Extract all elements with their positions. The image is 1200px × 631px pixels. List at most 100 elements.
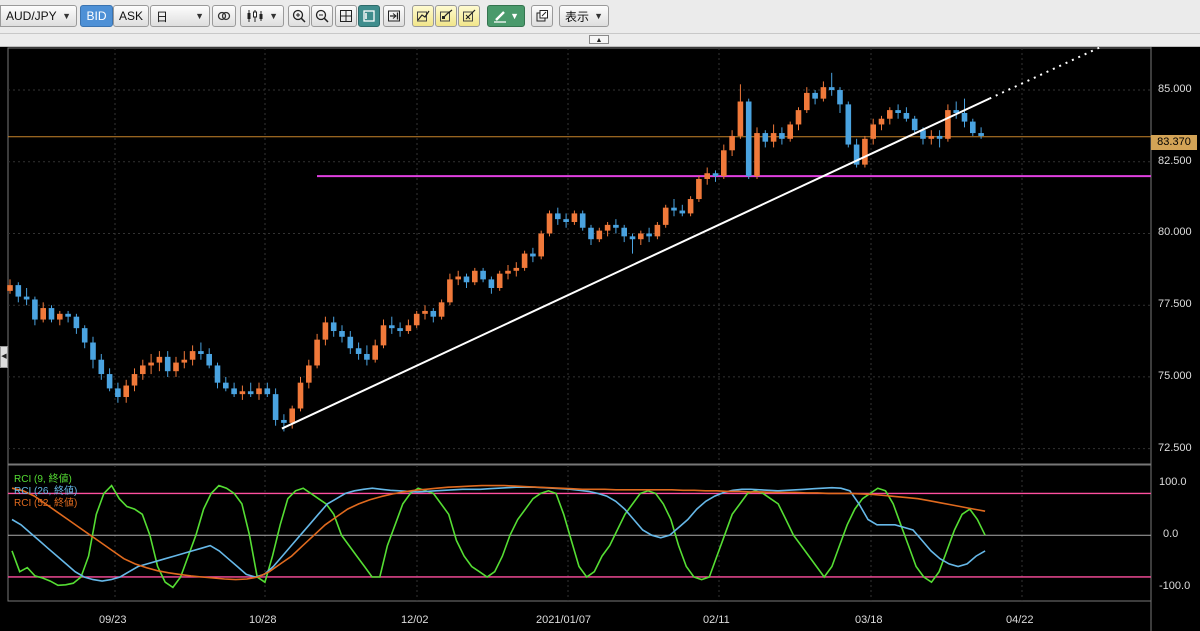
date-tick-label: 09/23 [99, 614, 127, 626]
candle-body [40, 308, 46, 320]
candle-body [721, 150, 727, 177]
candle [770, 124, 777, 148]
candle-body [911, 118, 918, 131]
trendline-solid [281, 97, 990, 430]
candle [164, 351, 171, 377]
ask-button[interactable]: ASK [113, 5, 149, 27]
date-tick-label: 02/11 [703, 614, 730, 626]
period-select[interactable]: 日 ▼ [150, 5, 210, 27]
candle [223, 376, 229, 392]
candle [530, 247, 536, 263]
candle [696, 176, 702, 202]
candle-body [98, 359, 105, 375]
candle [455, 270, 461, 286]
candle [629, 233, 636, 254]
chevron-down-icon: ▼ [269, 11, 278, 21]
candle [48, 305, 55, 323]
scroll-latest-button[interactable] [383, 5, 405, 27]
candle [281, 414, 287, 432]
candle [347, 331, 354, 354]
candle-body [65, 313, 71, 317]
candle-body [405, 325, 412, 332]
compare-button[interactable] [212, 5, 236, 27]
candle [256, 382, 262, 400]
candle-body [505, 270, 511, 274]
candle-body [903, 112, 910, 119]
candle [513, 262, 520, 277]
candle [140, 359, 146, 380]
candle-body [380, 325, 387, 346]
candle [911, 115, 918, 134]
candle-body [779, 133, 785, 139]
candle-body [115, 388, 121, 398]
price-tick-label: 82.500 [1158, 154, 1192, 167]
window-layout-button[interactable] [531, 5, 553, 27]
candle [579, 210, 586, 231]
candle-body [654, 224, 661, 237]
candle-body [804, 92, 810, 111]
candle [845, 101, 852, 148]
candle [480, 267, 486, 283]
bid-button[interactable]: BID [80, 5, 113, 27]
candle [538, 230, 544, 260]
candle-body [862, 138, 868, 165]
zoom-in-button[interactable] [288, 5, 310, 27]
candle-body [164, 356, 171, 372]
candle-body [629, 236, 636, 240]
candle [438, 299, 445, 320]
date-tick-label: 12/02 [401, 614, 429, 626]
draw-shape-button[interactable] [435, 5, 457, 27]
candle-body [563, 219, 569, 223]
rci-tick-label: 0.0 [1163, 528, 1179, 541]
candle-body [214, 365, 221, 383]
rci-series-line [11, 484, 986, 589]
candle-body [671, 207, 677, 211]
candle-body [463, 276, 470, 283]
display-menu-label: 表示 [565, 9, 590, 24]
candle-body [438, 302, 445, 317]
chart-type-select[interactable]: ▼ [240, 5, 284, 27]
candle [23, 287, 30, 306]
candle-body [496, 273, 503, 288]
candle-body [156, 356, 163, 363]
candle-body [131, 374, 138, 386]
candle-body [256, 388, 262, 395]
candle [679, 204, 686, 217]
candle-body [422, 310, 428, 314]
candle [413, 310, 420, 329]
candle [571, 210, 578, 225]
candle-body [430, 310, 437, 317]
window-icon [536, 10, 548, 22]
side-panel-handle[interactable]: ◀ [0, 346, 8, 368]
candle-body [729, 135, 735, 151]
current-price-badge: 83.370 [1151, 135, 1197, 150]
symbol-value: AUD/JPY [6, 9, 57, 23]
candle-body [106, 374, 113, 389]
zoom-out-button[interactable] [311, 5, 333, 27]
rci-tick-label: -100.0 [1159, 580, 1191, 593]
candle [330, 316, 337, 337]
candle [887, 107, 893, 125]
candle [7, 279, 13, 294]
draw-trendline-button[interactable] [412, 5, 434, 27]
candle-body [239, 391, 246, 395]
candle [588, 224, 594, 245]
candle-body [322, 322, 329, 340]
rci-legend-entry: RCI (26, 終値) [14, 486, 78, 497]
crosshair-button[interactable] [335, 5, 357, 27]
candle-body [887, 110, 893, 119]
candle [795, 107, 802, 131]
display-menu-button[interactable]: 表示 ▼ [559, 5, 609, 27]
symbol-select[interactable]: AUD/JPY ▼ [0, 5, 77, 27]
candle-body [330, 322, 337, 332]
candle [671, 199, 677, 217]
pen-color-select[interactable]: ▼ [487, 5, 525, 27]
collapse-toggle-button[interactable]: ▲ [589, 35, 609, 44]
candle-body [513, 267, 520, 271]
candle-body [870, 124, 876, 139]
split-pane-button[interactable] [358, 5, 380, 27]
draw-tools-button[interactable] [458, 5, 480, 27]
price-tick-label: 80.000 [1158, 226, 1192, 239]
collapse-bar: ▲ [0, 34, 1200, 47]
candle [903, 107, 910, 122]
